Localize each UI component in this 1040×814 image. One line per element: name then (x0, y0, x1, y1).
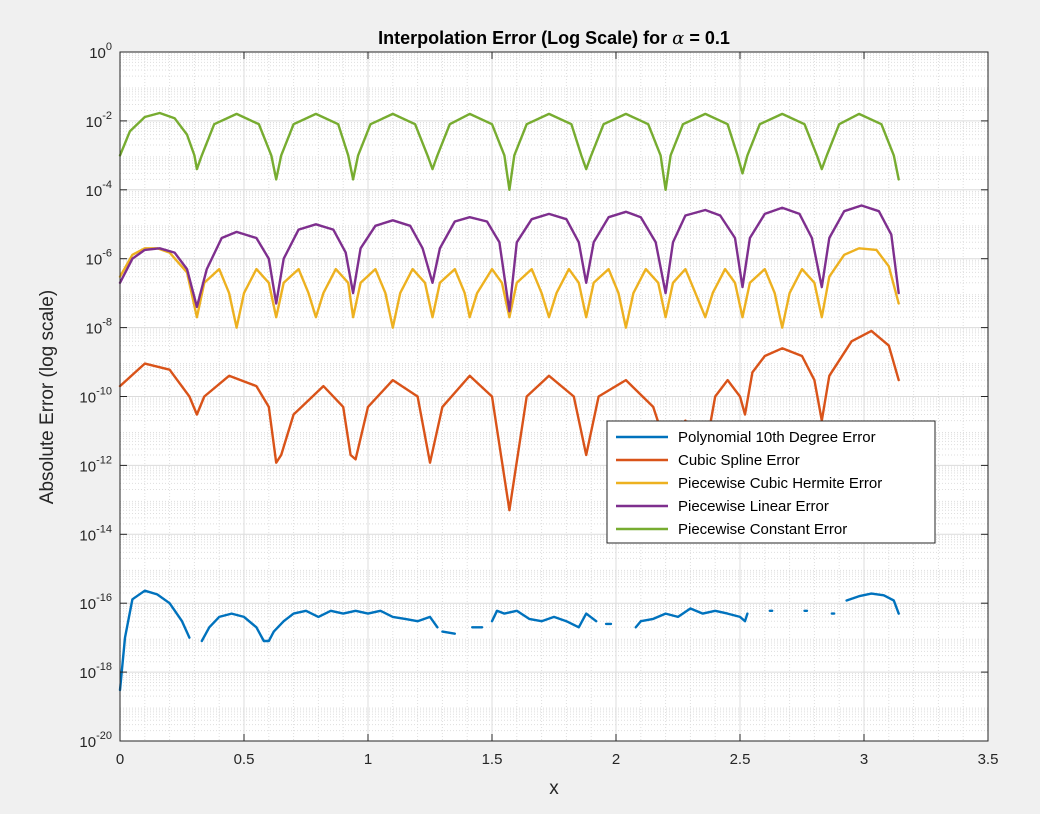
y-tick-label: 10-6 (86, 248, 112, 269)
x-tick-label: 1.5 (482, 751, 503, 768)
y-tick-label: 10-18 (79, 661, 112, 682)
legend-label: Piecewise Cubic Hermite Error (678, 475, 882, 492)
legend-label: Piecewise Linear Error (678, 498, 829, 515)
x-tick-label: 0 (116, 751, 124, 768)
y-tick-label: 10-16 (79, 592, 112, 613)
legend-label: Cubic Spline Error (678, 452, 800, 469)
series-line-0 (118, 589, 900, 692)
legend-item[interactable]: Piecewise Constant Error (616, 521, 847, 538)
legend[interactable]: Polynomial 10th Degree Error Cubic Spline… (606, 420, 936, 544)
y-tick-label: 10-12 (79, 454, 112, 475)
legend-label: Polynomial 10th Degree Error (678, 429, 876, 446)
x-axis-title: x (549, 778, 559, 799)
y-axis-title: Absolute Error (log scale) (37, 290, 58, 504)
series-line-1 (118, 329, 900, 512)
x-tick-label: 1 (364, 751, 372, 768)
legend-item[interactable]: Piecewise Linear Error (616, 498, 829, 515)
legend-label: Piecewise Constant Error (678, 521, 847, 538)
x-tick-label: 3.5 (978, 751, 999, 768)
legend-item[interactable]: Polynomial 10th Degree Error (616, 429, 876, 446)
y-tick-labels: 100 10-2 10-4 10-6 10-8 10-10 10-12 10-14 10-16 1… (79, 41, 112, 751)
y-tick-label: 100 (89, 41, 112, 62)
legend-item[interactable]: Cubic Spline Error (616, 452, 800, 469)
y-tick-label: 10-14 (79, 523, 112, 544)
x-tick-label: 0.5 (234, 751, 255, 768)
x-tick-label: 2 (612, 751, 620, 768)
tick-marks (119, 51, 989, 742)
chart-title: Interpolation Error (Log Scale) for α = … (378, 28, 730, 49)
y-tick-label: 10-2 (86, 110, 112, 131)
y-tick-label: 10-4 (86, 179, 112, 200)
series-line-4 (118, 111, 900, 191)
series-line-3 (118, 204, 900, 313)
legend-item[interactable]: Piecewise Cubic Hermite Error (616, 475, 882, 492)
y-tick-label: 10-8 (86, 317, 112, 338)
x-tick-labels: 0 0.5 1 1.5 2 2.5 3 3.5 (116, 751, 999, 768)
series-line-2 (118, 247, 900, 329)
x-tick-label: 2.5 (730, 751, 751, 768)
y-tick-label: 10-20 (79, 730, 112, 751)
y-tick-label: 10-10 (79, 386, 112, 407)
series-layer (118, 111, 900, 692)
x-tick-label: 3 (860, 751, 868, 768)
